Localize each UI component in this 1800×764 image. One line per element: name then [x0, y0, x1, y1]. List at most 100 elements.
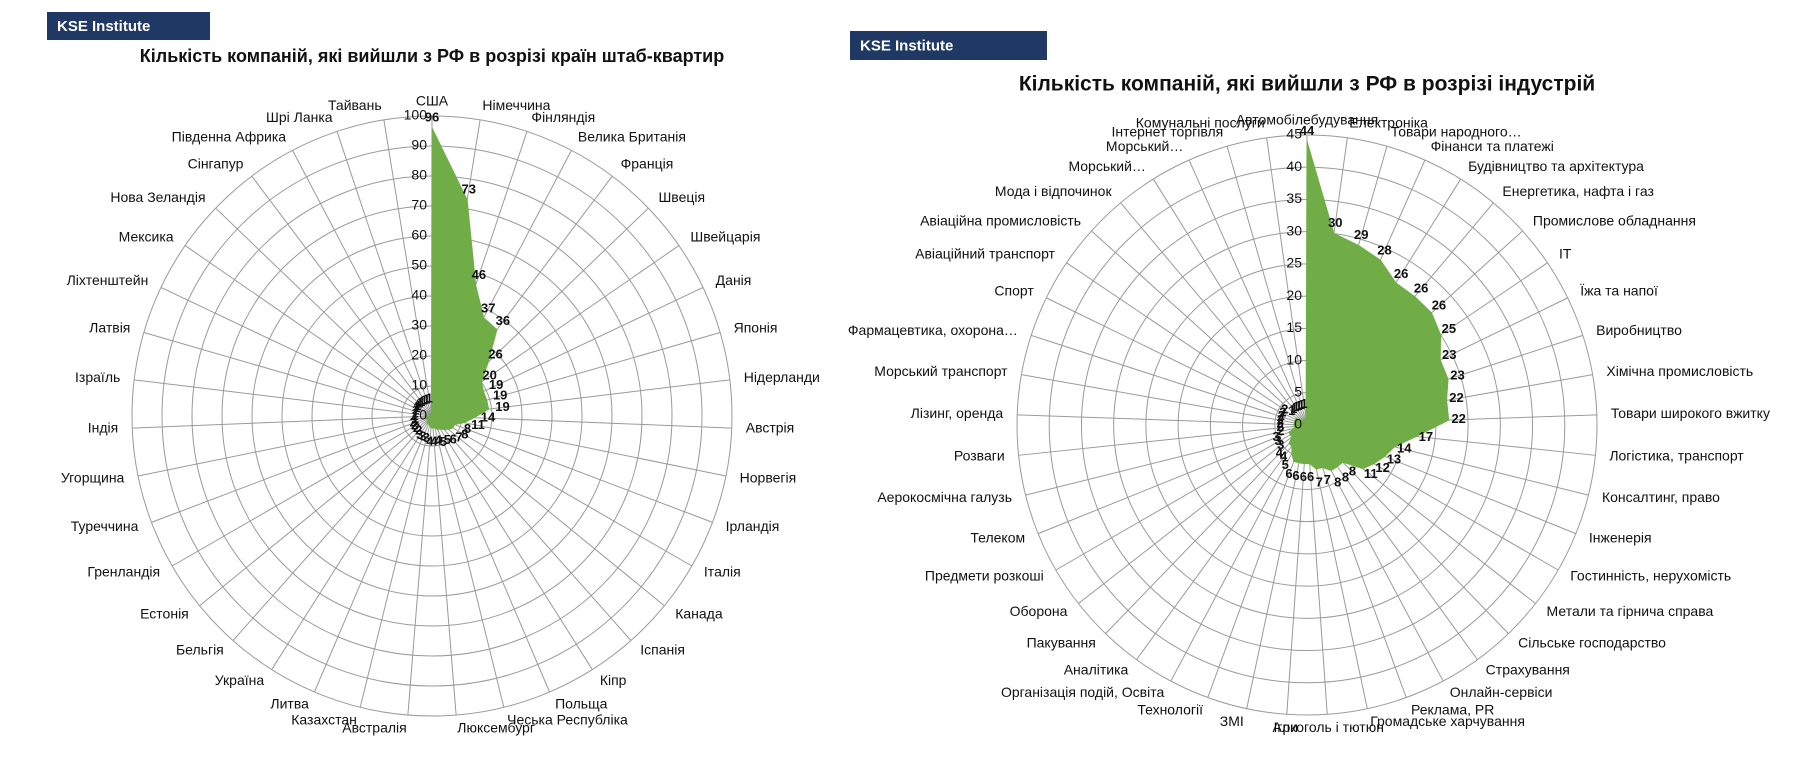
value-label: 4: [435, 433, 443, 448]
axis-tick-label: 20: [1286, 287, 1302, 303]
spoke: [134, 379, 433, 417]
spoke: [431, 415, 713, 523]
category-label: Розваги: [954, 447, 1005, 463]
category-label: Мода і відпочинок: [995, 183, 1113, 199]
spoke: [431, 415, 693, 567]
value-label: 1: [412, 403, 419, 418]
category-label: Люксембург: [457, 720, 535, 736]
axis-tick-label: 45: [1286, 126, 1302, 142]
axis-tick-label: 25: [1286, 255, 1302, 271]
spoke: [1046, 297, 1308, 426]
category-label: Японія: [734, 319, 778, 335]
category-label: Канада: [675, 605, 723, 621]
value-label: 1: [416, 396, 423, 411]
value-label: 5: [1282, 457, 1289, 472]
radar-chart: KSE Institute Кількість компаній, які вий…: [47, 12, 820, 736]
spoke: [292, 150, 433, 417]
value-label: 44: [1300, 123, 1315, 138]
spoke: [1170, 424, 1308, 682]
category-label: Ігри: [1273, 719, 1298, 735]
value-label: 2: [413, 420, 420, 435]
spoke: [1066, 262, 1308, 426]
value-label: 26: [1414, 280, 1428, 295]
category-label: Страхування: [1486, 662, 1570, 678]
value-label: 30: [1328, 215, 1342, 230]
badge-text: KSE Institute: [57, 18, 150, 35]
data-area: [425, 127, 498, 431]
value-label: 8: [1334, 474, 1341, 489]
chart-title: Кількість компаній, які вийшли з РФ в ро…: [140, 46, 724, 66]
value-label: 22: [1449, 390, 1463, 405]
spoke: [160, 286, 433, 417]
category-label: Хімічна промисловість: [1606, 363, 1753, 379]
value-label: 2: [1281, 401, 1288, 416]
category-label: IT: [1559, 246, 1572, 262]
category-label: Логістика, транспорт: [1609, 447, 1744, 463]
category-label: Автомобілебудування: [1236, 112, 1378, 128]
spoke: [1031, 334, 1308, 426]
category-label: Онлайн-сервіси: [1450, 684, 1553, 700]
value-label: 1: [1295, 398, 1302, 413]
value-label: 1: [418, 394, 425, 409]
category-label: ЗМІ: [1220, 713, 1244, 729]
category-label: Данія: [716, 272, 752, 288]
value-label: 6: [1292, 468, 1299, 483]
value-label: 1: [1298, 397, 1305, 412]
category-label: Спорт: [994, 282, 1034, 298]
value-label: 8: [461, 426, 468, 441]
value-label: 6: [1285, 466, 1292, 481]
spoke: [1120, 202, 1308, 426]
spoke: [137, 415, 433, 477]
category-label: Шрі Ланка: [266, 109, 333, 125]
spoke: [336, 131, 433, 417]
spoke: [171, 415, 433, 567]
value-label: 1: [420, 392, 427, 407]
spoke: [431, 415, 551, 693]
category-label: Швеція: [658, 189, 705, 205]
category-label: Консалтинг, право: [1602, 489, 1720, 505]
value-label: 2: [1279, 405, 1286, 420]
category-label: Виробництво: [1596, 322, 1682, 338]
category-label: Індія: [88, 419, 118, 435]
axis-tick-label: 5: [1294, 383, 1302, 399]
value-label: 1: [1290, 401, 1297, 416]
spoke: [383, 119, 433, 417]
spoke: [1188, 159, 1308, 426]
category-label: Німеччина: [482, 97, 550, 113]
value-label: 11: [1364, 466, 1378, 481]
category-label: Ізраїль: [75, 369, 120, 385]
spoke: [1136, 424, 1308, 660]
axis-tick-label: 0: [1294, 416, 1302, 432]
value-label: 22: [1451, 411, 1465, 426]
spoke: [431, 415, 593, 670]
spoke: [1078, 424, 1308, 604]
axis-tick-label: 90: [411, 137, 427, 153]
value-label: 5: [444, 432, 451, 447]
category-label: Електроніка: [1349, 115, 1428, 131]
value-label: 2: [1277, 419, 1284, 434]
category-label: Гренландія: [87, 564, 160, 580]
value-label: 11: [471, 417, 485, 432]
category-label: Угорщина: [61, 470, 125, 486]
badge: [47, 12, 210, 40]
spoke: [313, 415, 433, 693]
spoke: [1266, 137, 1308, 426]
category-label: Товари широкого вжитку: [1611, 405, 1770, 421]
category-label: Комунальні послуги: [1136, 115, 1265, 131]
spoke: [1286, 424, 1308, 715]
category-label: Гостинність, нерухомість: [1570, 568, 1731, 584]
value-label: 2: [1278, 408, 1285, 423]
axis-tick-label: 80: [411, 167, 427, 183]
category-label: Австрія: [746, 419, 795, 435]
value-label: 2: [415, 422, 422, 437]
axis-tick-label: 70: [411, 197, 427, 213]
category-label: Морський…: [1106, 138, 1183, 154]
spoke: [143, 332, 433, 417]
spoke: [1025, 424, 1308, 496]
value-label: 4: [1276, 445, 1284, 460]
category-label: Кіпр: [600, 672, 627, 688]
axis-tick-label: 40: [411, 287, 427, 303]
axis-tick-label: 35: [1286, 190, 1302, 206]
value-label: 1: [414, 398, 421, 413]
value-label: 25: [1442, 321, 1456, 336]
